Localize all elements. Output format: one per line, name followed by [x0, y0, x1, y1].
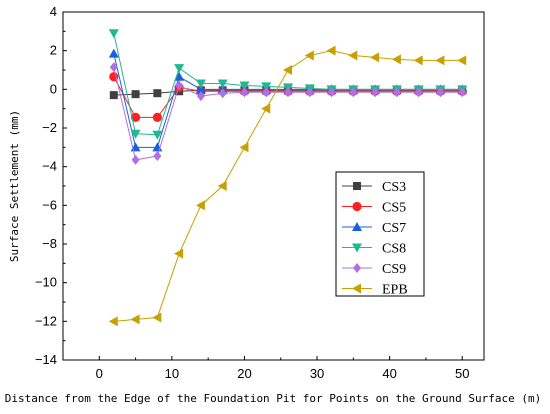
- data-point-cs8: [217, 79, 228, 89]
- data-point-cs9: [458, 87, 467, 98]
- series-line-cs9: [113, 66, 463, 161]
- data-point-epb: [283, 65, 293, 75]
- data-point-epb: [326, 45, 336, 56]
- data-point-cs8: [152, 130, 163, 140]
- data-point-epb: [304, 50, 314, 61]
- data-point-cs9: [218, 88, 227, 99]
- legend-marker: [352, 201, 362, 212]
- data-point-epb: [413, 55, 423, 66]
- y-tick-label: −14: [35, 352, 57, 367]
- data-point-epb: [130, 314, 140, 325]
- data-point-cs9: [327, 87, 336, 98]
- data-point-epb: [348, 50, 358, 61]
- legend-label: CS8: [382, 242, 406, 257]
- legend-item-cs7: CS7: [342, 221, 406, 236]
- y-tick-label: −6: [42, 197, 57, 212]
- data-point-epb: [261, 103, 271, 114]
- legend-marker: [352, 243, 362, 253]
- data-point-epb: [435, 55, 445, 66]
- data-point-cs8: [130, 129, 141, 139]
- y-tick-label: −2: [42, 120, 57, 135]
- y-tick-label: 0: [50, 81, 57, 96]
- data-point-cs7: [174, 71, 185, 81]
- data-point-cs7: [195, 84, 206, 94]
- data-point-cs7: [108, 48, 119, 58]
- series-epb: [108, 45, 467, 327]
- legend-label: CS7: [382, 221, 406, 236]
- data-point-epb: [152, 312, 162, 323]
- data-point-cs3: [153, 89, 162, 98]
- y-tick-label: 4: [50, 4, 57, 19]
- data-point-cs9: [436, 87, 445, 98]
- x-tick-label: 40: [382, 366, 396, 381]
- legend: CS3 CS5 CS7 CS8 CS9 EPB: [335, 171, 425, 298]
- legend-box: [335, 171, 425, 297]
- x-tick-label: 30: [310, 366, 324, 381]
- y-tick-label: 2: [50, 43, 57, 58]
- data-point-cs9: [240, 87, 249, 98]
- y-tick-label: −4: [42, 159, 57, 174]
- data-point-cs9: [371, 87, 380, 98]
- data-point-epb: [239, 142, 249, 153]
- data-point-cs9: [414, 87, 423, 98]
- data-point-cs9: [153, 151, 162, 162]
- data-point-cs8: [261, 82, 272, 92]
- y-axis-title: Surface Settlement (mm): [8, 110, 21, 262]
- series-layer: [108, 29, 468, 327]
- data-point-cs9: [262, 87, 271, 98]
- data-point-cs9: [175, 80, 184, 91]
- data-point-cs8: [108, 29, 119, 39]
- legend-marker: [352, 222, 362, 231]
- data-point-cs5: [152, 112, 162, 122]
- legend-marker: [353, 263, 361, 273]
- data-point-cs9: [392, 87, 401, 98]
- series-cs7: [108, 48, 468, 152]
- legend-item-cs9: CS9: [342, 262, 406, 277]
- y-tick-label: −12: [35, 313, 57, 328]
- series-cs9: [109, 62, 467, 165]
- data-point-cs9: [196, 91, 205, 102]
- x-tick-label: 10: [165, 366, 179, 381]
- legend-label: CS5: [382, 201, 406, 216]
- x-tick-label: 20: [237, 366, 251, 381]
- legend-marker: [352, 283, 361, 294]
- data-point-cs9: [349, 87, 358, 98]
- data-point-epb: [174, 248, 184, 259]
- x-tick-label: 0: [96, 366, 103, 381]
- data-point-epb: [108, 316, 118, 327]
- data-point-epb: [391, 54, 401, 65]
- data-point-epb: [217, 181, 227, 191]
- data-point-epb: [195, 200, 205, 211]
- data-point-cs9: [305, 87, 314, 98]
- y-tick-label: −10: [35, 275, 57, 290]
- data-point-cs3: [131, 90, 140, 99]
- data-point-cs3: [109, 91, 118, 100]
- legend-item-cs3: CS3: [342, 180, 406, 195]
- series-cs8: [108, 29, 468, 140]
- data-point-cs9: [284, 87, 293, 98]
- y-tick-label: −8: [42, 236, 57, 251]
- legend-label: CS3: [382, 180, 406, 195]
- data-point-epb: [457, 55, 467, 66]
- data-point-cs9: [109, 62, 118, 73]
- data-point-cs8: [239, 81, 250, 91]
- legend-item-cs8: CS8: [342, 242, 406, 257]
- x-axis-title: Distance from the Edge of the Foundation…: [5, 392, 541, 405]
- legend-label: EPB: [382, 283, 408, 298]
- legend-item-cs5: CS5: [342, 201, 406, 216]
- legend-item-epb: EPB: [342, 283, 408, 298]
- data-point-cs8: [195, 79, 206, 89]
- data-point-cs5: [130, 112, 141, 122]
- x-tick-label: 50: [455, 366, 469, 381]
- data-point-epb: [370, 52, 380, 63]
- legend-marker: [353, 182, 361, 190]
- legend-label: CS9: [382, 262, 406, 277]
- data-point-cs8: [174, 64, 185, 74]
- data-point-cs9: [131, 154, 140, 165]
